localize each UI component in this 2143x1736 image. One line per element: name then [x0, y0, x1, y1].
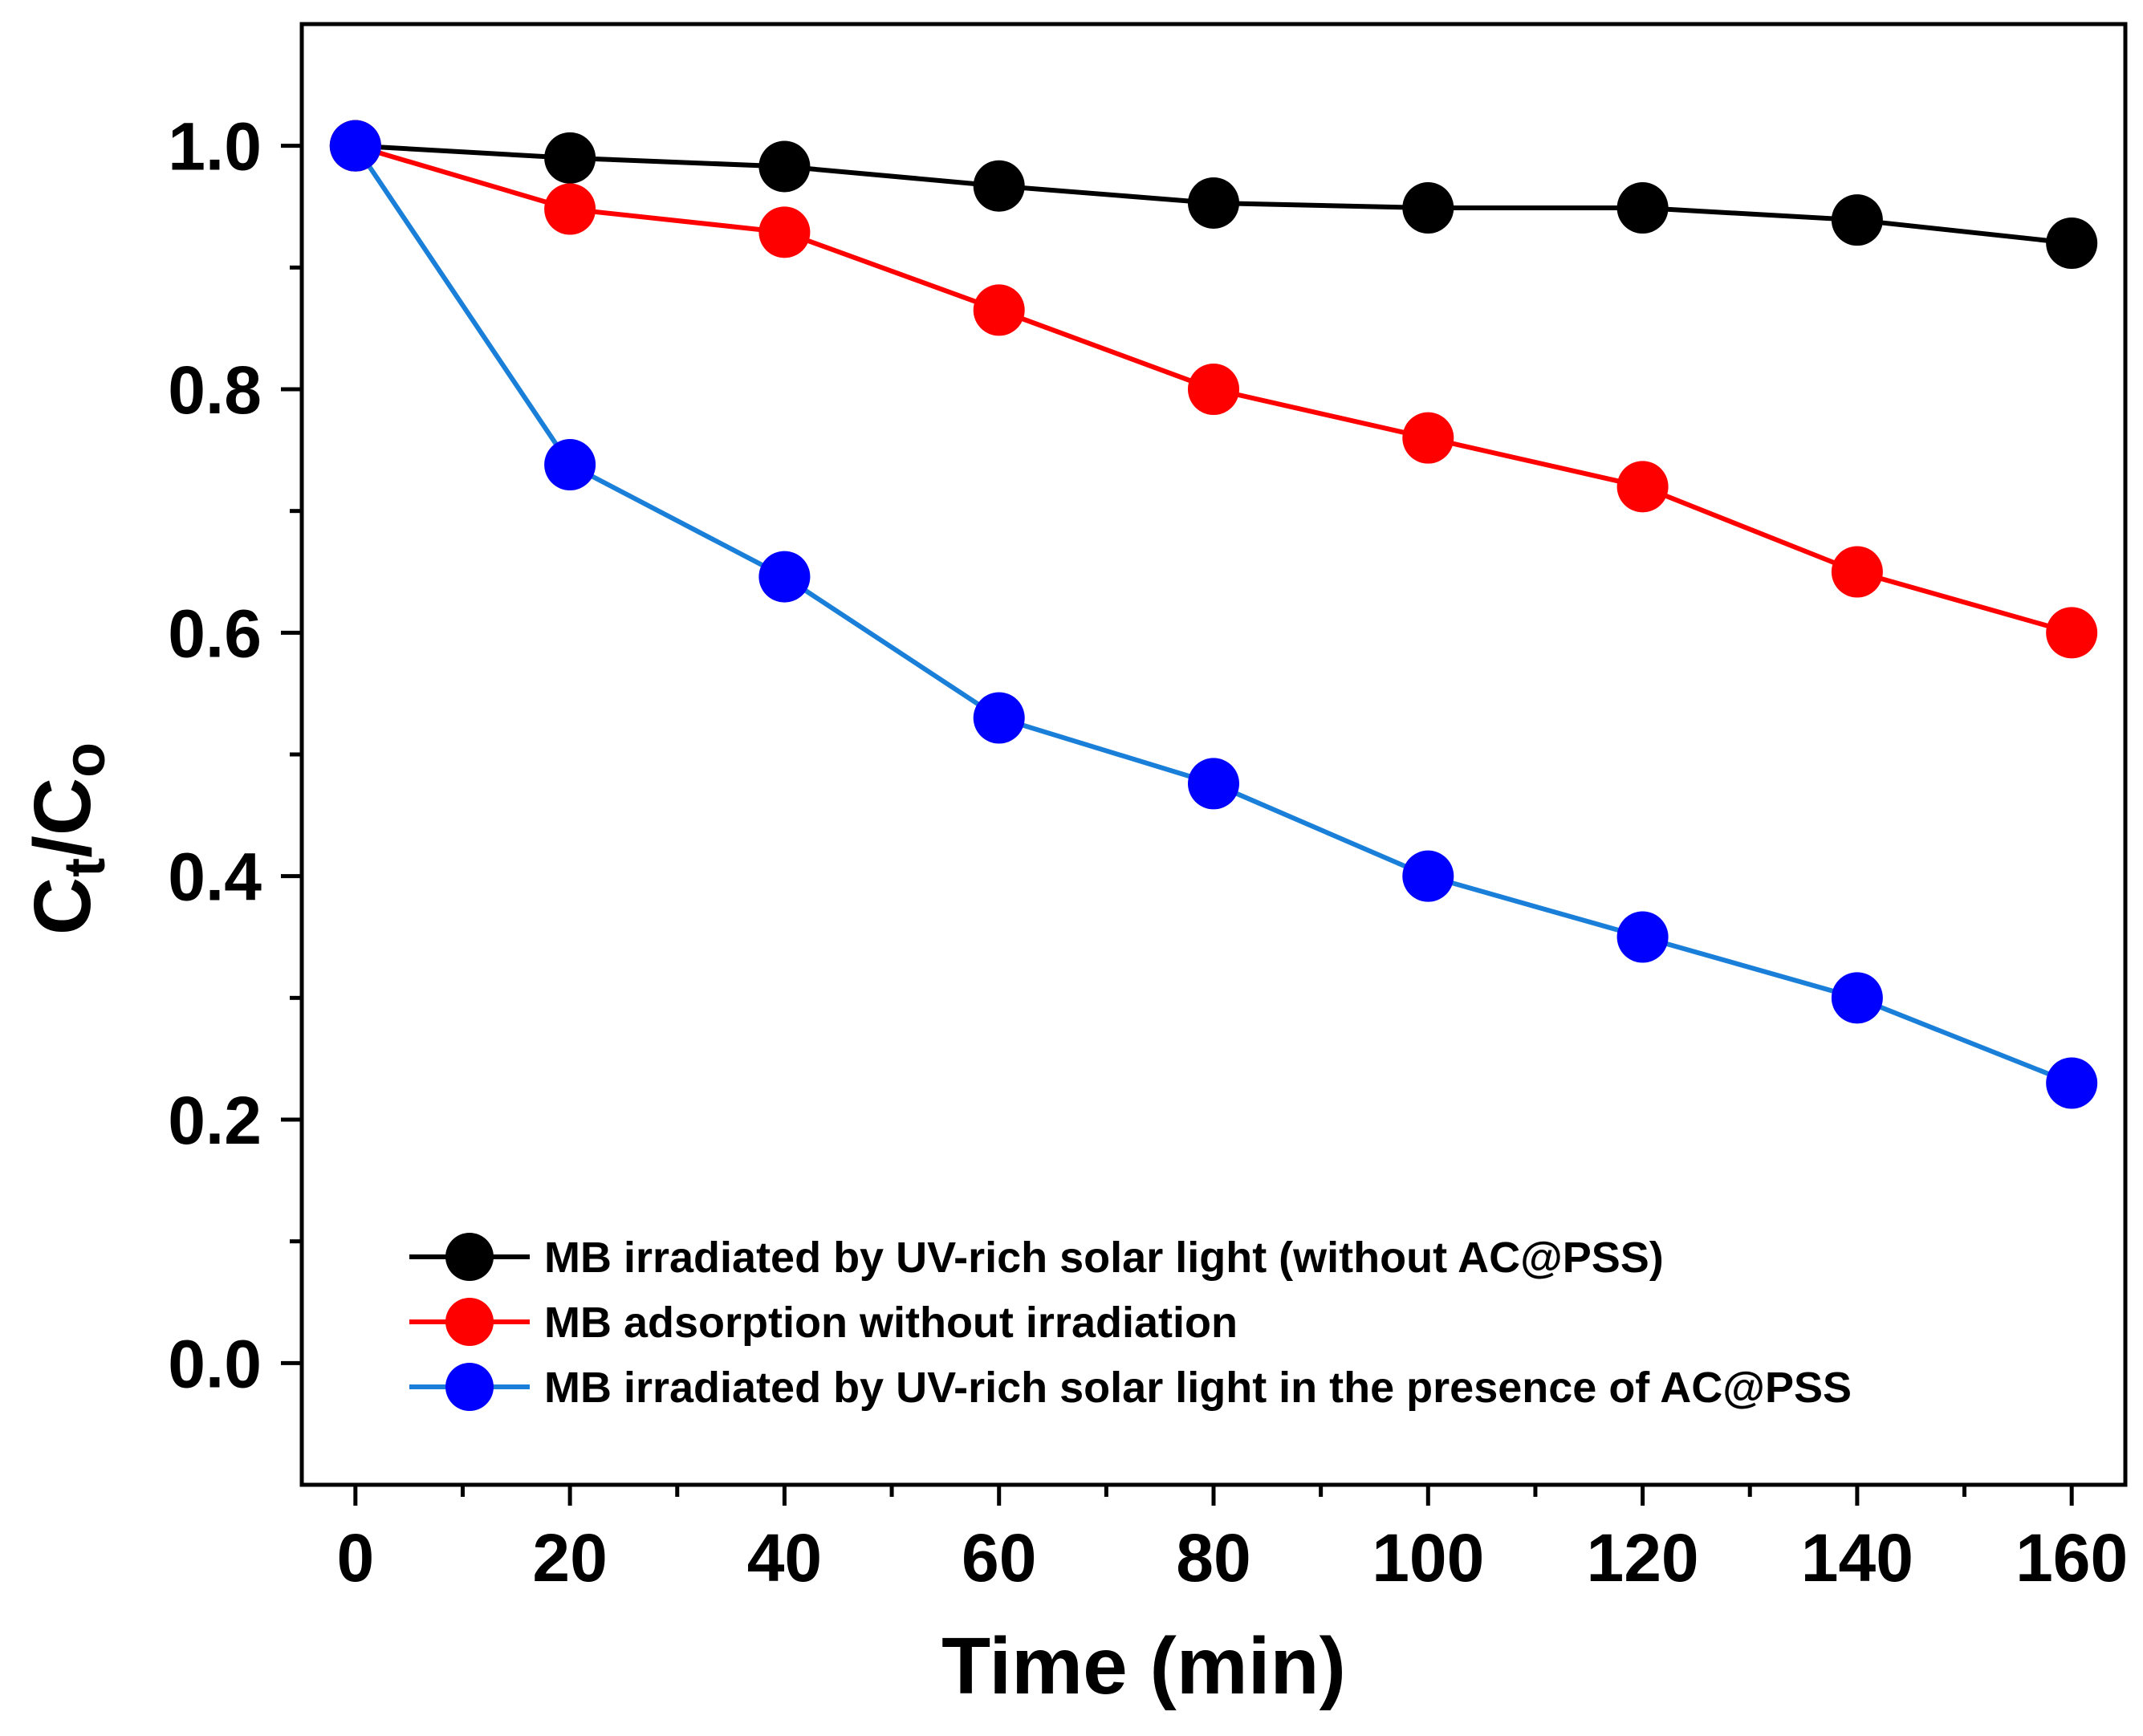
- series-2-point: [973, 284, 1025, 336]
- y-tick-label: 0.8: [168, 352, 262, 428]
- y-axis-title-c: C: [18, 877, 108, 935]
- series-2-point: [758, 206, 811, 258]
- y-tick-label: 0.0: [168, 1326, 262, 1401]
- legend-marker-3: [445, 1363, 494, 1411]
- series-1-point: [1616, 182, 1669, 234]
- x-tick-label: 100: [1372, 1520, 1484, 1596]
- legend-marker-2: [445, 1298, 494, 1346]
- series-2-point: [1831, 546, 1883, 598]
- x-tick-label: 120: [1587, 1520, 1699, 1596]
- series-2-point: [1616, 461, 1669, 513]
- series-2-point: [544, 183, 596, 235]
- x-tick-label: 0: [336, 1520, 374, 1596]
- series-3-point: [1831, 972, 1883, 1024]
- y-axis-title-slash: /: [18, 835, 108, 858]
- series-layer: [329, 120, 2098, 1109]
- series-1-point: [973, 160, 1025, 212]
- x-axis-title: Time (min): [941, 1621, 1346, 1711]
- x-tick-label: 160: [2015, 1520, 2128, 1596]
- series-1-point: [1188, 177, 1239, 229]
- x-tick-label: 40: [747, 1520, 822, 1596]
- x-tick-label: 20: [532, 1520, 607, 1596]
- series-3-point: [1188, 758, 1239, 810]
- series-1-point: [544, 132, 596, 184]
- series-3-point: [1402, 850, 1454, 902]
- series-3-point: [1616, 911, 1669, 963]
- legend-marker-1: [445, 1233, 494, 1281]
- series-3-point: [329, 120, 381, 172]
- series-2-point: [1402, 412, 1454, 464]
- series-3-point: [2046, 1057, 2098, 1109]
- series-2-point: [1188, 364, 1239, 415]
- ticks-layer: [281, 144, 2074, 1506]
- series-1-point: [758, 140, 811, 193]
- series-1-point: [1402, 182, 1454, 234]
- series-3-point: [758, 551, 811, 603]
- y-axis-title: Ct/Co: [18, 742, 117, 935]
- x-tick-label: 80: [1176, 1520, 1250, 1596]
- series-3-point: [544, 439, 596, 491]
- y-tick-label: 0.6: [168, 596, 262, 671]
- labels-layer: 0 20 40 60 80 100 120 140 160 0.0 0.2 0.4 0.6 0.8 1.0: [168, 109, 2128, 1596]
- y-tick-label: 1.0: [168, 109, 262, 185]
- x-tick-label: 60: [962, 1520, 1036, 1596]
- y-axis-title-sub-t: t: [53, 858, 117, 877]
- series-1-point: [2046, 218, 2098, 269]
- y-axis-title-sub-o: o: [53, 742, 117, 778]
- legend-label-2: MB adsorption without irradiation: [544, 1299, 1238, 1347]
- series-1-point: [1831, 194, 1883, 246]
- series-3-point: [973, 692, 1025, 744]
- legend-label-1: MB irradiated by UV-rich solar light (wi…: [544, 1234, 1664, 1282]
- legend-label-3: MB irradiated by UV-rich solar light in …: [544, 1364, 1852, 1412]
- x-tick-label: 140: [1801, 1520, 1913, 1596]
- y-axis-title-c2: C: [18, 778, 108, 835]
- y-tick-label: 0.4: [168, 840, 262, 915]
- y-tick-label: 0.2: [168, 1083, 262, 1158]
- series-2-point: [2046, 607, 2098, 659]
- legend: MB irradiated by UV-rich solar light (wi…: [409, 1233, 1852, 1412]
